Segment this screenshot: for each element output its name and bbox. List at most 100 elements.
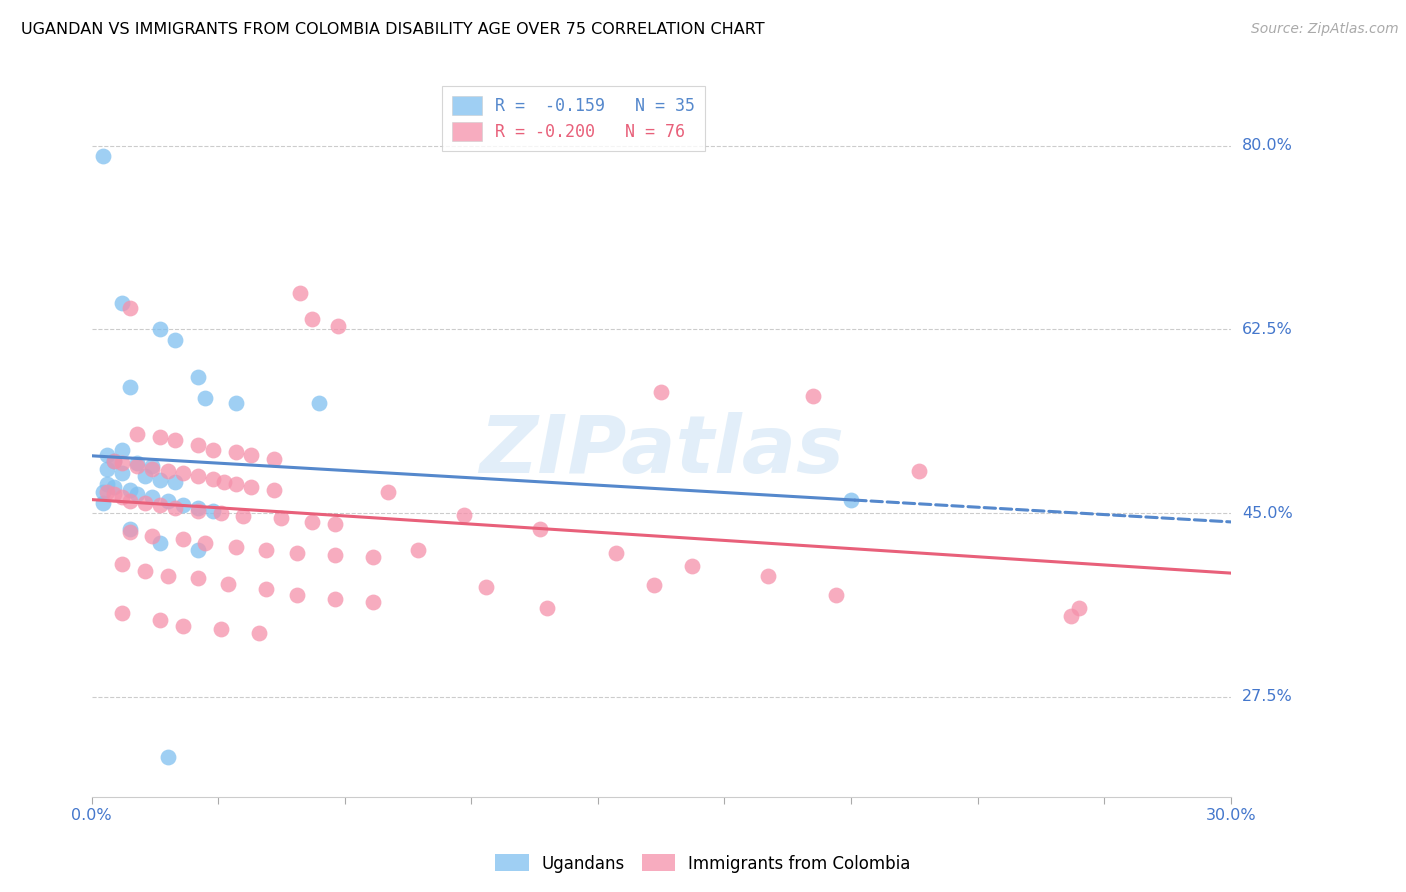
Point <box>165 500 187 515</box>
Point <box>96 462 118 476</box>
Text: ZIPatlas: ZIPatlas <box>478 412 844 491</box>
Point <box>202 471 225 485</box>
Point <box>91 496 114 510</box>
Point <box>118 493 141 508</box>
Point <box>149 473 172 487</box>
Point <box>240 480 263 494</box>
Point <box>103 453 125 467</box>
Point <box>141 458 163 473</box>
Point <box>323 516 346 531</box>
Point <box>111 443 134 458</box>
Point <box>172 467 194 481</box>
Point <box>111 467 134 481</box>
Point <box>149 322 172 336</box>
Point <box>529 522 551 536</box>
Point <box>301 312 323 326</box>
Point <box>290 285 312 300</box>
Point <box>127 487 149 501</box>
Point <box>156 569 179 583</box>
Point <box>217 576 239 591</box>
Point <box>149 498 172 512</box>
Point <box>328 319 350 334</box>
Text: 27.5%: 27.5% <box>1243 690 1294 705</box>
Point <box>453 508 475 523</box>
Point <box>536 600 558 615</box>
Point <box>172 533 194 547</box>
Point <box>156 464 179 478</box>
Point <box>172 498 194 512</box>
Text: Source: ZipAtlas.com: Source: ZipAtlas.com <box>1251 22 1399 37</box>
Point <box>263 451 285 466</box>
Point <box>361 595 384 609</box>
Point <box>361 550 384 565</box>
Point <box>202 504 225 518</box>
Text: UGANDAN VS IMMIGRANTS FROM COLOMBIA DISABILITY AGE OVER 75 CORRELATION CHART: UGANDAN VS IMMIGRANTS FROM COLOMBIA DISA… <box>21 22 765 37</box>
Point <box>111 491 134 505</box>
Point <box>214 475 236 489</box>
Point <box>377 485 399 500</box>
Point <box>118 483 141 497</box>
Point <box>285 546 308 560</box>
Point <box>165 333 187 347</box>
Point <box>91 485 114 500</box>
Point <box>308 396 330 410</box>
Point <box>194 535 217 549</box>
Point <box>650 385 672 400</box>
Point <box>127 458 149 473</box>
Point <box>323 548 346 562</box>
Point <box>1067 600 1090 615</box>
Point <box>187 500 209 515</box>
Point <box>111 557 134 571</box>
Point <box>209 622 232 636</box>
Point <box>118 301 141 316</box>
Point <box>96 476 118 491</box>
Text: 45.0%: 45.0% <box>1243 506 1294 521</box>
Point <box>202 443 225 458</box>
Point <box>96 449 118 463</box>
Point <box>187 469 209 483</box>
Point <box>111 606 134 620</box>
Point <box>187 504 209 518</box>
Point <box>209 506 232 520</box>
Point <box>118 525 141 540</box>
Point <box>96 485 118 500</box>
Point <box>141 462 163 476</box>
Point <box>187 571 209 585</box>
Point <box>111 296 134 310</box>
Point <box>225 540 247 554</box>
Point <box>801 388 824 402</box>
Point <box>240 449 263 463</box>
Point <box>187 543 209 558</box>
Point <box>225 445 247 459</box>
Point <box>103 453 125 467</box>
Point <box>232 509 254 524</box>
Point <box>165 475 187 489</box>
Point <box>1060 609 1083 624</box>
Text: 62.5%: 62.5% <box>1243 322 1294 337</box>
Point <box>263 483 285 497</box>
Point <box>111 456 134 470</box>
Point <box>134 496 156 510</box>
Point <box>247 626 270 640</box>
Point <box>839 492 862 507</box>
Legend: Ugandans, Immigrants from Colombia: Ugandans, Immigrants from Colombia <box>488 847 918 880</box>
Point <box>118 522 141 536</box>
Point <box>605 546 627 560</box>
Point <box>301 515 323 529</box>
Point <box>141 491 163 505</box>
Point <box>908 464 931 478</box>
Point <box>103 480 125 494</box>
Point <box>270 511 292 525</box>
Legend: R =  -0.159   N = 35, R = -0.200   N = 76: R = -0.159 N = 35, R = -0.200 N = 76 <box>441 86 704 151</box>
Point <box>91 149 114 163</box>
Point <box>149 613 172 627</box>
Point <box>824 588 846 602</box>
Point <box>172 618 194 632</box>
Point <box>254 543 277 558</box>
Point <box>156 749 179 764</box>
Point <box>194 391 217 405</box>
Point <box>134 469 156 483</box>
Point <box>118 380 141 394</box>
Point <box>127 456 149 470</box>
Point <box>323 592 346 607</box>
